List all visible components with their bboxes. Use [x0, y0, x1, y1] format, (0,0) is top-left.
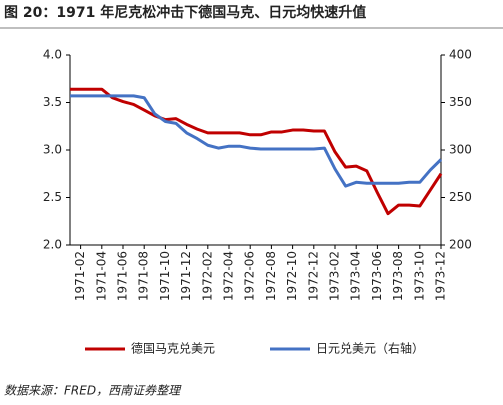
x-tick-label: 1972-10 — [285, 251, 299, 301]
y2-tick-label: 350 — [449, 95, 472, 109]
x-tick-label: 1972-02 — [200, 251, 214, 301]
series-line — [70, 87, 443, 216]
x-tick-label: 1973-04 — [349, 251, 363, 301]
x-tick-label: 1972-08 — [264, 251, 278, 301]
x-tick-label: 1972-12 — [306, 251, 320, 301]
x-tick-label: 1971-12 — [179, 251, 193, 301]
y-tick-label: 4.0 — [43, 48, 62, 62]
source-note: 数据来源：FRED，西南证券整理 — [4, 384, 182, 398]
x-tick-label: 1972-06 — [243, 251, 257, 301]
y2-tick-label: 400 — [449, 48, 472, 62]
chart-title: 图 20：1971 年尼克松冲击下德国马克、日元均快速升值 — [4, 4, 366, 21]
y2-tick-label: 250 — [449, 190, 472, 204]
x-tick-label: 1971-02 — [73, 251, 87, 301]
y2-tick-label: 200 — [449, 238, 472, 252]
y2-tick-label: 300 — [449, 143, 472, 157]
x-tick-label: 1973-02 — [328, 251, 342, 301]
x-tick-label: 1973-06 — [370, 251, 384, 301]
x-tick-label: 1971-06 — [116, 251, 130, 301]
x-tick-label: 1972-04 — [222, 251, 236, 301]
y-tick-label: 2.5 — [43, 190, 62, 204]
y-tick-label: 2.0 — [43, 238, 62, 252]
legend-label: 日元兑美元（右轴） — [316, 341, 424, 356]
y-tick-label: 3.0 — [43, 143, 62, 157]
x-tick-label: 1971-10 — [158, 251, 172, 301]
x-tick-label: 1973-12 — [434, 251, 448, 301]
legend-label: 德国马克兑美元 — [131, 341, 215, 356]
x-tick-label: 1971-08 — [137, 251, 151, 301]
y-tick-label: 3.5 — [43, 95, 62, 109]
series-line — [70, 94, 443, 188]
x-tick-label: 1973-08 — [391, 251, 405, 301]
x-tick-label: 1973-10 — [412, 251, 426, 301]
x-tick-label: 1971-04 — [94, 251, 108, 301]
